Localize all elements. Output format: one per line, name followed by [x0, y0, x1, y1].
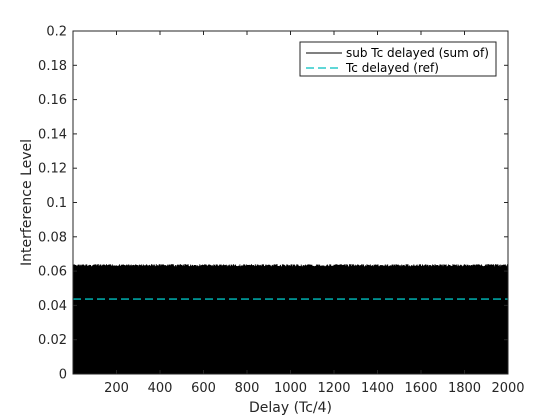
x-tick-label: 1400 [361, 381, 394, 396]
y-tick-label: 0.08 [38, 230, 67, 245]
y-tick-label: 0.04 [38, 299, 67, 314]
y-tick-label: 0.16 [38, 93, 67, 108]
x-tick-label: 1000 [274, 381, 307, 396]
x-tick-label: 1800 [448, 381, 481, 396]
legend-box [299, 41, 497, 77]
x-tick-label: 800 [235, 381, 260, 396]
y-axis-label: Interference Level [19, 139, 35, 266]
legend: sub Tc delayed (sum of) Tc delayed (ref) [299, 41, 497, 77]
y-tick-label: 0.06 [38, 265, 67, 280]
y-tick-label: 0 [59, 368, 67, 383]
y-axis-ticks: 0 0.02 0.04 0.06 0.08 0.1 0.12 0.14 0.16 0.18 0.2 [38, 25, 508, 383]
x-tick-label: 2000 [491, 381, 524, 396]
x-tick-label: 1200 [317, 381, 350, 396]
series-layer [72, 264, 509, 375]
series-band-sub-tc-delayed [73, 266, 508, 374]
y-tick-label: 0.02 [38, 333, 67, 348]
x-tick-label: 1600 [404, 381, 437, 396]
plot-area: 200 400 600 800 1000 1200 1400 1600 1800 2000 0 0.… [38, 25, 525, 397]
y-tick-label: 0.12 [38, 162, 67, 177]
y-tick-label: 0.2 [46, 25, 67, 40]
legend-entry-sub-tc: sub Tc delayed (sum of) [346, 46, 489, 60]
x-axis-ticks: 200 400 600 800 1000 1200 1400 1600 1800 2000 [104, 31, 525, 396]
x-tick-label: 200 [104, 381, 129, 396]
y-tick-label: 0.18 [38, 59, 67, 74]
x-tick-label: 400 [148, 381, 173, 396]
legend-entry-tc-ref: Tc delayed (ref) [345, 61, 439, 75]
y-tick-label: 0.14 [38, 127, 67, 142]
y-tick-label: 0.1 [46, 196, 67, 211]
x-tick-label: 600 [191, 381, 216, 396]
x-axis-label: Delay (Tc/4) [249, 400, 332, 416]
